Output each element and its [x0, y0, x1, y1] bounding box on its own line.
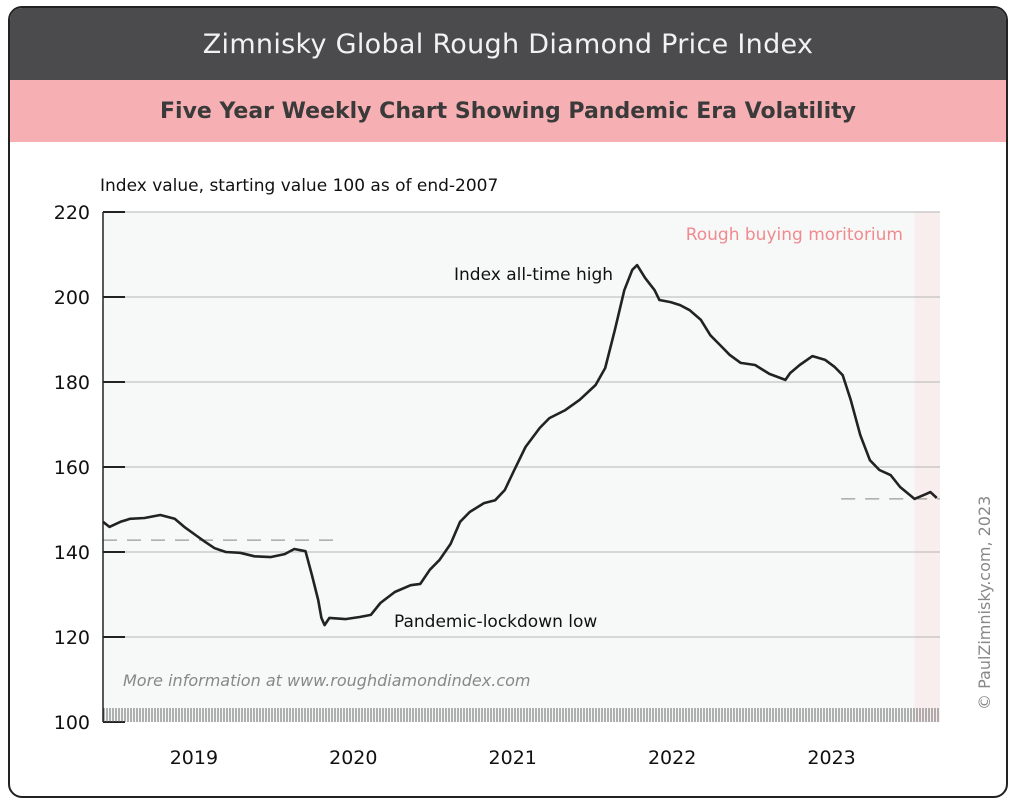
- y-tick-label: 160: [54, 457, 90, 479]
- chart-title: Zimnisky Global Rough Diamond Price Inde…: [10, 8, 1006, 80]
- info-link: More information at www.roughdiamondinde…: [123, 671, 531, 690]
- y-tick-label: 120: [54, 627, 90, 649]
- index-line: [102, 263, 938, 627]
- x-tick-label: 2021: [489, 747, 537, 769]
- x-tick-label: 2019: [170, 747, 218, 769]
- y-tick-label: 180: [54, 372, 90, 394]
- y-tick-label: 220: [54, 202, 90, 224]
- y-axis-label: Index value, starting value 100 as of en…: [100, 176, 499, 196]
- moratorium-label: Rough buying moritorium: [686, 225, 903, 245]
- x-tick-label: 2022: [648, 747, 696, 769]
- x-tick-label: 2020: [329, 747, 377, 769]
- annotation-high: Index all-time high: [454, 265, 613, 285]
- y-tick-label: 200: [54, 287, 90, 309]
- y-tick-label: 100: [54, 712, 90, 734]
- y-tick-label: 140: [54, 542, 90, 564]
- chart-subtitle: Five Year Weekly Chart Showing Pandemic …: [10, 80, 1006, 142]
- x-tick-label: 2023: [807, 747, 855, 769]
- annotation-low: Pandemic-lockdown low: [394, 612, 597, 632]
